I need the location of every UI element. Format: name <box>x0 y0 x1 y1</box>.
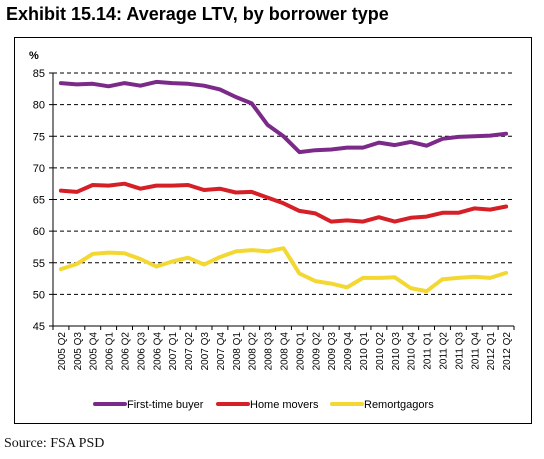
x-tick-label: 2012 Q1 <box>486 332 497 371</box>
x-tick-label: 2008 Q1 <box>232 332 243 371</box>
y-tick-label: 70 <box>33 163 45 175</box>
series-line <box>58 79 509 155</box>
x-tick-label: 2009 Q2 <box>311 332 322 371</box>
x-tick-label: 2009 Q4 <box>343 332 354 371</box>
y-tick-label: 80 <box>33 100 45 112</box>
y-tick-label: 50 <box>33 289 45 301</box>
y-tick-label: 85 <box>33 68 45 80</box>
series-line <box>58 181 509 224</box>
x-tick-label: 2011 Q4 <box>470 332 481 370</box>
x-tick-label: 2007 Q1 <box>168 332 179 371</box>
legend-label: Home movers <box>250 399 319 411</box>
chart-frame <box>14 37 532 424</box>
x-tick-label: 2006 Q2 <box>121 332 132 371</box>
y-tick-label: 75 <box>33 131 45 143</box>
y-tick-label: 60 <box>33 226 45 238</box>
y-tick-label: 55 <box>33 258 45 270</box>
x-tick-label: 2007 Q2 <box>184 332 195 371</box>
x-tick-label: 2006 Q4 <box>152 332 163 371</box>
x-tick-label: 2005 Q2 <box>57 332 68 371</box>
x-tick-label: 2012 Q2 <box>502 332 513 371</box>
x-tick-label: 2011 Q3 <box>454 332 465 370</box>
legend-label: Remortgagors <box>364 399 434 411</box>
x-tick-label: 2006 Q3 <box>136 332 147 371</box>
x-tick-label: 2008 Q2 <box>248 332 259 371</box>
x-tick-label: 2006 Q1 <box>105 332 116 371</box>
x-tick-label: 2011 Q2 <box>438 332 449 370</box>
x-tick-label: 2009 Q1 <box>295 332 306 371</box>
x-tick-label: 2008 Q4 <box>280 332 291 371</box>
x-tick-label: 2010 Q3 <box>391 332 402 371</box>
x-tick-label: 2005 Q3 <box>73 332 84 371</box>
chart-title: Exhibit 15.14: Average LTV, by borrower … <box>6 4 389 24</box>
x-tick-label: 2010 Q1 <box>359 332 370 371</box>
x-tick-label: 2011 Q1 <box>423 332 434 370</box>
y-axis-label: % <box>29 50 39 62</box>
series-line <box>58 246 509 294</box>
legend-label: First-time buyer <box>127 399 204 411</box>
y-tick-label: 45 <box>33 321 45 333</box>
x-tick-label: 2010 Q4 <box>407 332 418 371</box>
source-note: Source: FSA PSD <box>4 436 105 451</box>
x-tick-label: 2010 Q2 <box>375 332 386 371</box>
x-tick-label: 2008 Q3 <box>264 332 275 371</box>
x-tick-label: 2005 Q4 <box>89 332 100 371</box>
x-tick-label: 2007 Q3 <box>200 332 211 371</box>
x-tick-label: 2009 Q3 <box>327 332 338 371</box>
y-tick-label: 65 <box>33 195 45 207</box>
x-tick-label: 2007 Q4 <box>216 332 227 371</box>
